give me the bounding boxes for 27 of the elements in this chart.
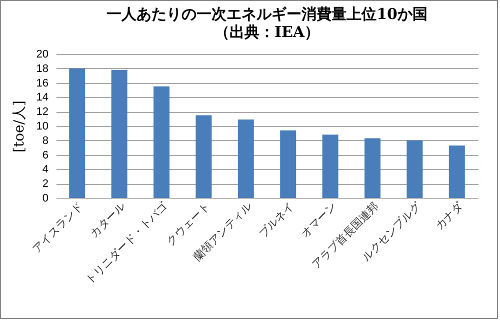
y-tick-label: 14 [36,92,48,104]
bar [238,120,254,198]
x-tick-label: ブルネイ [256,200,297,240]
bar [154,86,170,198]
bar [280,130,296,198]
chart-title: 一人あたりの一次エネルギー消費量上位10か国 [106,5,428,23]
x-tick-label: カナダ [432,199,466,232]
y-tick-label: 20 [36,48,48,60]
y-tick-label: 6 [42,149,48,162]
bar [196,115,212,198]
y-tick-label: 16 [36,77,48,90]
bar [364,138,380,198]
y-tick-label: 2 [42,178,48,190]
y-tick-label: 18 [36,62,48,75]
y-tick-label: 10 [36,120,48,132]
bar [111,70,128,198]
y-tick-label: 0 [42,192,48,204]
y-axis-title: [toe/人] [11,100,28,152]
y-tick-label: 12 [36,106,48,118]
x-tick-label: カタール [87,200,128,240]
bar [69,68,86,198]
y-tick-label: 4 [42,164,48,176]
bar [322,134,338,198]
bar [406,140,423,198]
bar [448,145,465,198]
y-tick-label: 8 [42,134,48,147]
chart-subtitle: （出典：IEA） [214,23,320,41]
